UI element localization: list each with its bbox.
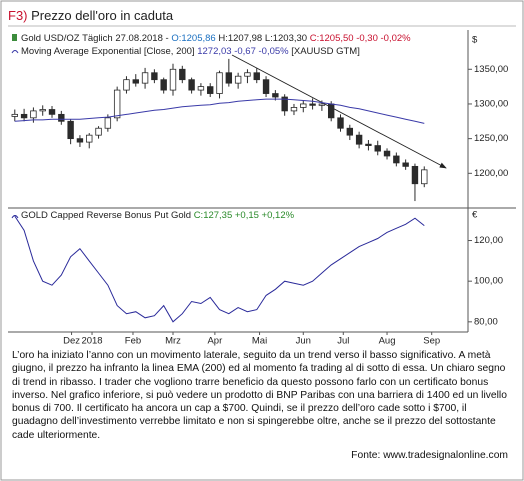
candle-body — [197, 86, 205, 91]
trend-arrow — [231, 54, 447, 169]
candle-body — [160, 79, 167, 91]
candle-body — [327, 103, 335, 119]
legend-part: [XAUUSD GTM] — [291, 46, 360, 57]
title-text: Prezzo dell'oro in caduta — [31, 8, 174, 23]
candle-body — [411, 165, 419, 185]
candle-body — [151, 72, 158, 81]
candle-body — [253, 72, 260, 81]
candle-body — [383, 150, 391, 157]
candle-body — [113, 89, 121, 119]
legend-part: O:1205,86 — [171, 33, 215, 44]
legend-icon — [11, 50, 19, 54]
y-tick-label: 1350,00 — [474, 64, 508, 75]
candle-body — [104, 117, 112, 129]
x-tick-label: Mrz — [165, 336, 181, 347]
legend-part: C:1205,50 -0,30 -0,02% — [310, 33, 411, 44]
chart-title: F3) Prezzo dell'oro in caduta — [8, 8, 174, 23]
candle-body — [393, 155, 400, 164]
candle-body — [207, 86, 214, 94]
legend-part: Moving Average Exponential [Close, 200] — [21, 46, 195, 57]
legend-part: Gold USD/OZ Täglich 27.08.2018 - — [21, 33, 171, 44]
candle-body — [216, 72, 223, 94]
x-tick-label: Dez — [63, 336, 80, 347]
candle-body — [86, 134, 93, 143]
candle-body — [290, 107, 298, 112]
caption: L’oro ha iniziato l’anno con un moviment… — [12, 350, 507, 441]
candle-body — [234, 75, 242, 84]
candle-body — [281, 96, 288, 112]
candle-body — [402, 162, 409, 167]
legend-icon — [12, 34, 17, 41]
candle-body — [58, 113, 65, 122]
line — [14, 215, 425, 323]
y-tick-label: 120,00 — [474, 235, 503, 246]
candle-body — [300, 103, 307, 108]
candle-body — [188, 79, 195, 91]
title-prefix: F3) — [8, 8, 28, 23]
candle-body — [365, 143, 372, 146]
y-tick-label: 1300,00 — [474, 98, 508, 109]
legend-ema: Moving Average Exponential [Close, 200] … — [21, 46, 360, 57]
candle-body — [76, 138, 84, 143]
legend-part: GOLD Capped Reverse Bonus Put Gold — [21, 210, 191, 221]
legend-part: H:1207,98 L:1203,30 — [216, 33, 310, 44]
candle-body — [262, 79, 270, 94]
candle-body — [318, 103, 326, 106]
legend-icon — [11, 215, 19, 219]
candle-body — [132, 79, 139, 84]
y-tick-label: 1200,00 — [474, 168, 508, 179]
legend-part: C:127,35 +0,15 +0,12% — [194, 210, 295, 221]
candle-body — [11, 113, 18, 117]
candle-body — [244, 72, 251, 77]
legend-cert: GOLD Capped Reverse Bonus Put Gold C:127… — [21, 210, 295, 221]
candle-body — [67, 120, 74, 140]
candle-body — [421, 169, 428, 185]
x-tick-label: Jun — [296, 336, 311, 347]
x-tick-label: Feb — [125, 336, 141, 347]
x-tick-label: Aug — [379, 336, 396, 347]
legend-part: 1272,03 -0,67 -0,05% — [197, 46, 289, 57]
line — [14, 98, 425, 124]
candle-body — [169, 68, 177, 91]
candle-body — [309, 103, 316, 106]
y-tick-label: 80,00 — [474, 316, 498, 327]
candle-body — [346, 127, 354, 136]
candle-body — [272, 93, 279, 98]
source: Fonte: www.tradesignalonline.com — [351, 450, 508, 461]
y-tick-label: 1250,00 — [474, 133, 508, 144]
candle-body — [225, 72, 233, 84]
candle-body — [123, 79, 130, 91]
currency: $ — [472, 35, 478, 46]
candle-body — [355, 134, 363, 145]
x-tick-label: Jul — [337, 336, 349, 347]
x-tick-label: Mai — [252, 336, 267, 347]
candle-body — [39, 109, 46, 112]
candle-body — [48, 109, 56, 115]
y-tick-label: 100,00 — [474, 276, 503, 287]
candle-body — [95, 127, 102, 136]
candle-body — [20, 113, 28, 119]
x-tick-label: Apr — [207, 336, 222, 347]
candle-body — [141, 72, 149, 84]
candle-body — [179, 68, 186, 81]
x-tick-label: Sep — [423, 336, 440, 347]
legend-gold: Gold USD/OZ Täglich 27.08.2018 - O:1205,… — [21, 33, 411, 44]
currency: € — [472, 210, 478, 221]
x-tick-label: 2018 — [81, 336, 102, 347]
candle-body — [337, 117, 344, 129]
candle-body — [374, 145, 381, 152]
candle-body — [30, 110, 37, 119]
